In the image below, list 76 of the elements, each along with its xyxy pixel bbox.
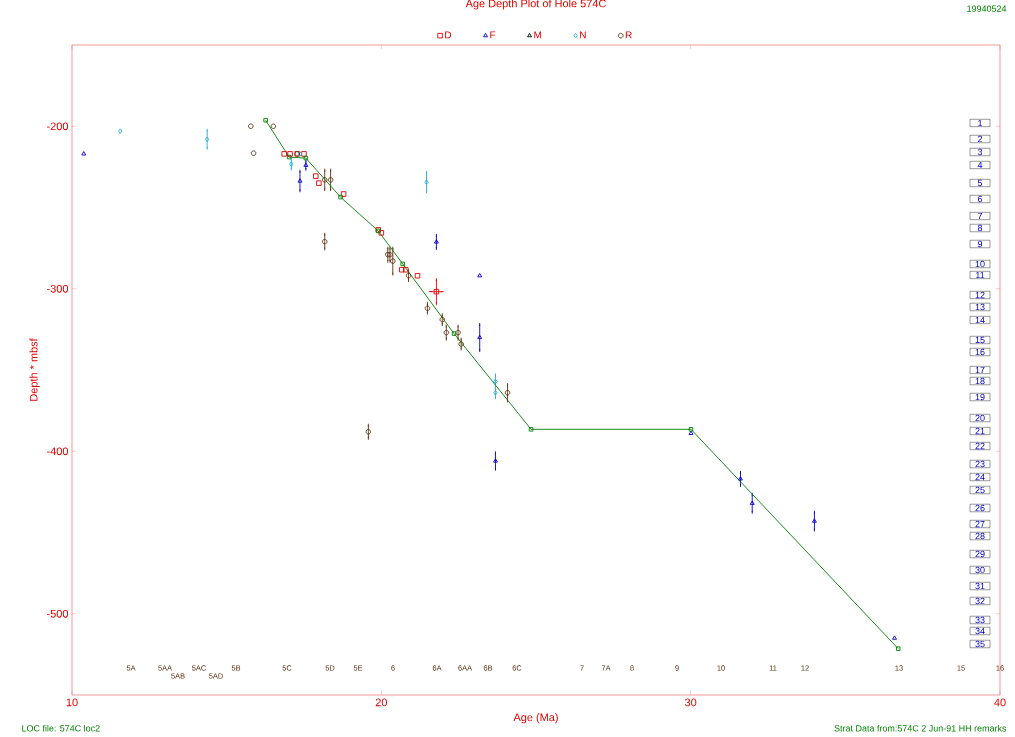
y-tick-label: -300 bbox=[47, 284, 69, 293]
annotation: 22 bbox=[975, 442, 985, 450]
annotation: 13 bbox=[975, 303, 985, 311]
point bbox=[451, 331, 457, 336]
point bbox=[316, 180, 322, 186]
point bbox=[443, 329, 450, 336]
legend-label: N bbox=[580, 31, 586, 39]
point bbox=[528, 427, 534, 432]
annotation: 32 bbox=[975, 597, 985, 605]
annotation: 31 bbox=[975, 582, 985, 590]
point bbox=[301, 151, 307, 157]
legend-label: M bbox=[534, 31, 542, 39]
annotation: 5 bbox=[977, 179, 983, 187]
point bbox=[281, 151, 287, 157]
annotation: 2 bbox=[977, 135, 983, 143]
legend-label: D bbox=[445, 31, 452, 39]
annotation: 11 bbox=[976, 271, 985, 279]
point bbox=[250, 150, 257, 156]
annotation: 34 bbox=[975, 627, 985, 635]
y-tick-label: -400 bbox=[47, 447, 69, 456]
x-tick-label: 30 bbox=[685, 698, 697, 707]
annotation: 19 bbox=[975, 393, 985, 401]
annotation: 6 bbox=[977, 195, 983, 203]
annotation: 8 bbox=[977, 224, 983, 232]
point bbox=[81, 151, 87, 156]
point bbox=[313, 173, 319, 179]
text: 19940524 bbox=[967, 5, 1007, 12]
y-tick-label: -200 bbox=[47, 122, 69, 131]
annotation: 9 bbox=[977, 240, 983, 248]
point bbox=[248, 123, 254, 129]
point bbox=[414, 273, 421, 279]
y-tick-label: -500 bbox=[47, 609, 69, 618]
annotation: 14 bbox=[975, 316, 985, 324]
point bbox=[403, 266, 409, 273]
x-axis-title: Age (Ma) bbox=[513, 713, 558, 724]
annotation: 12 bbox=[975, 291, 985, 299]
annotation: 17 bbox=[975, 366, 985, 374]
y-axis-title: Depth * mbsf bbox=[29, 338, 40, 401]
annotation: 25 bbox=[975, 486, 985, 494]
point bbox=[892, 635, 897, 640]
annotation: 24 bbox=[975, 473, 985, 481]
x-tick-label: 10 bbox=[66, 698, 78, 707]
point bbox=[338, 194, 343, 200]
annotation: 27 bbox=[975, 520, 985, 528]
annotation: 28 bbox=[975, 532, 985, 540]
annotation: 33 bbox=[975, 616, 985, 624]
annotation: 10 bbox=[975, 260, 985, 268]
annotation: 3 bbox=[977, 148, 983, 156]
annotation: 29 bbox=[975, 550, 985, 558]
text: Strat Data from:574C 2 Jun-91 HH remarks bbox=[834, 724, 1007, 732]
annotation: 35 bbox=[975, 640, 985, 648]
point bbox=[118, 128, 123, 134]
chart-title: Age Depth Plot of Hole 574C bbox=[465, 0, 606, 10]
legend-label: R bbox=[625, 31, 632, 39]
annotation: 20 bbox=[975, 414, 985, 422]
legend-label: F bbox=[490, 31, 496, 39]
annotation: 30 bbox=[975, 566, 985, 574]
annotation: 4 bbox=[977, 161, 983, 169]
point bbox=[400, 261, 405, 267]
point bbox=[477, 273, 483, 278]
annotation: 15 bbox=[975, 336, 985, 344]
point bbox=[399, 266, 405, 273]
annotation: 26 bbox=[975, 504, 985, 512]
annotation: 18 bbox=[975, 377, 985, 385]
annotation: 21 bbox=[975, 427, 985, 435]
annotation: 1 bbox=[978, 119, 983, 127]
annotation: 23 bbox=[975, 460, 985, 468]
point bbox=[455, 329, 461, 336]
point bbox=[378, 230, 385, 236]
x-tick-label: 40 bbox=[994, 698, 1006, 707]
x-tick-label: 20 bbox=[375, 698, 387, 707]
point bbox=[270, 123, 277, 129]
annotation: 16 bbox=[975, 348, 985, 356]
text: LOC file: 574C loc2 bbox=[22, 724, 100, 732]
point bbox=[340, 191, 347, 197]
annotation: 7 bbox=[977, 212, 983, 220]
